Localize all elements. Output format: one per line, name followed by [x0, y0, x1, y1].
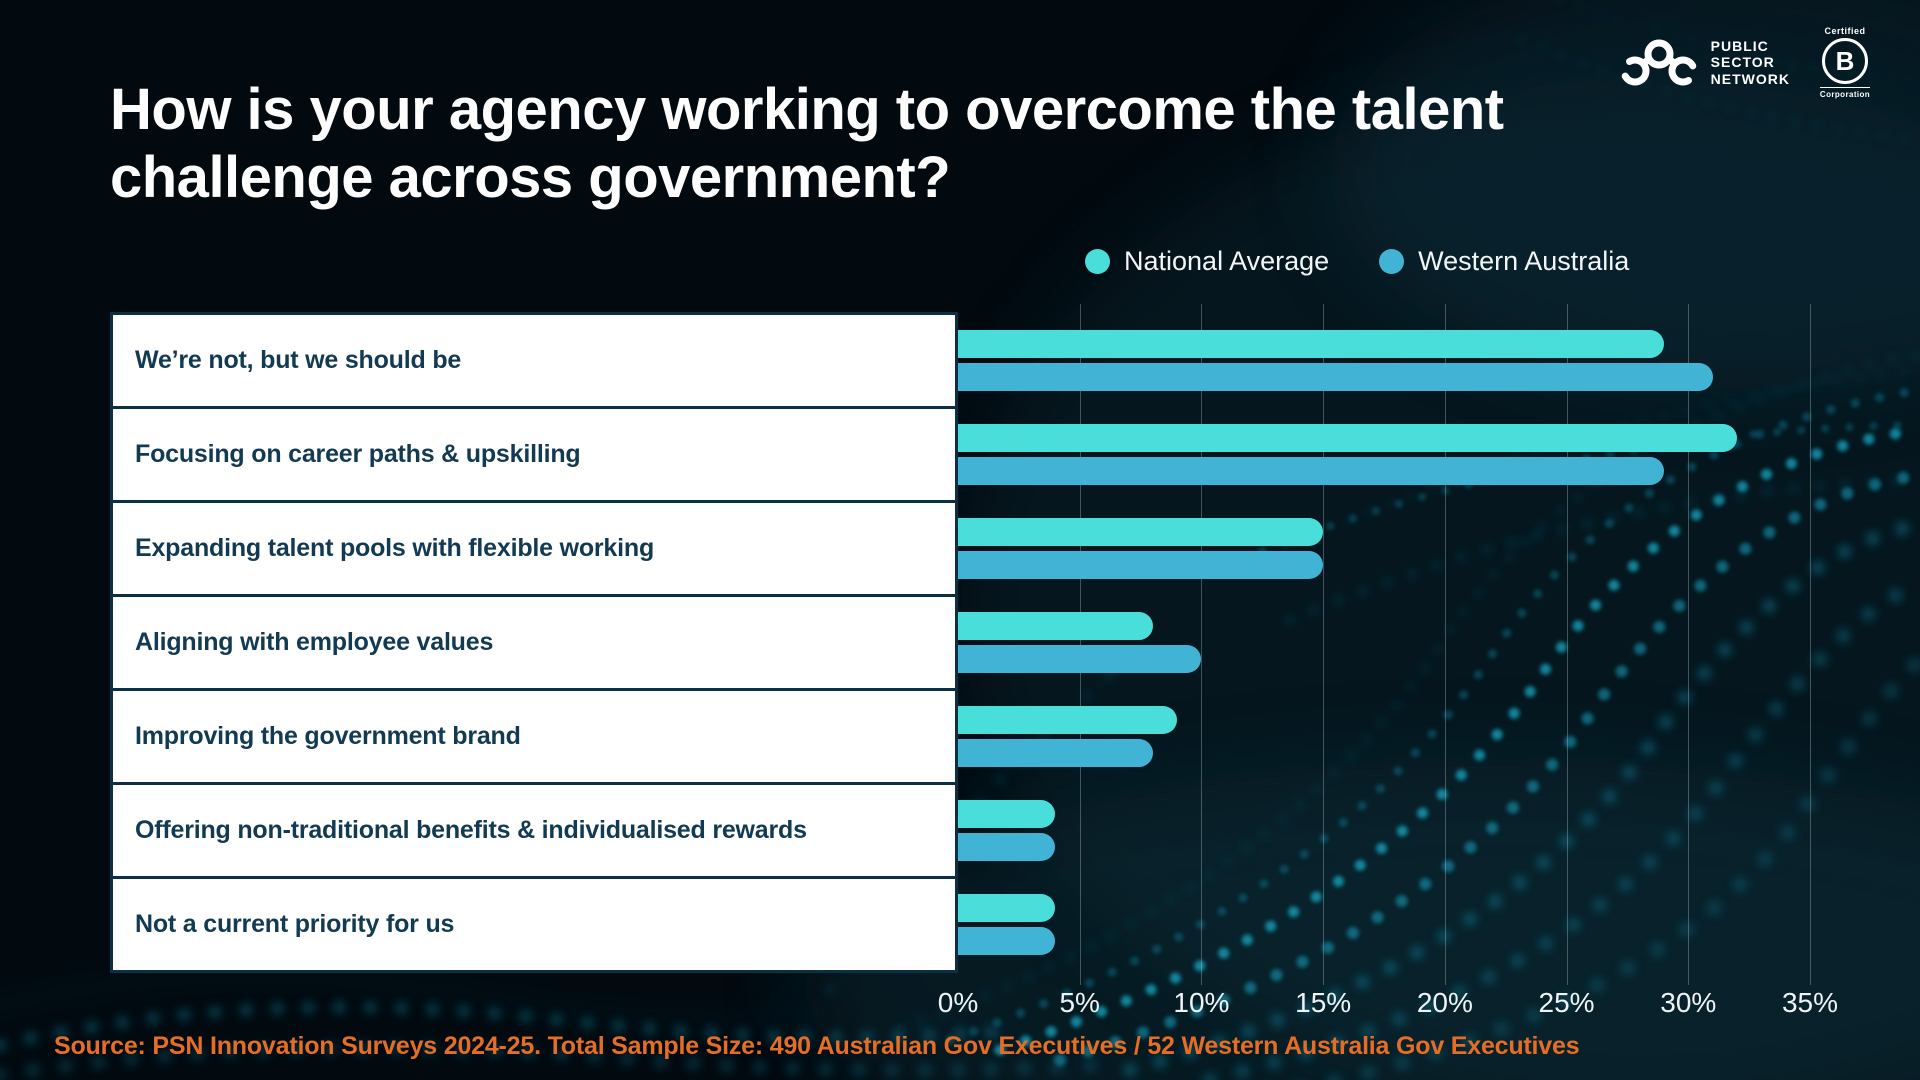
- legend-item-western-australia: Western Australia: [1379, 246, 1629, 277]
- category-row: Not a current priority for us: [113, 879, 955, 970]
- category-label: Expanding talent pools with flexible wor…: [135, 534, 655, 562]
- gridline: [1323, 304, 1325, 985]
- category-label: Aligning with employee values: [135, 628, 494, 656]
- bar-western-australia: [958, 551, 1324, 579]
- legend-item-national-average: National Average: [1085, 246, 1329, 277]
- legend-dot-national-average-icon: [1085, 249, 1110, 274]
- bar-national-average: [958, 518, 1324, 546]
- x-axis-tick: 10%: [1173, 987, 1230, 1018]
- gridline: [1566, 304, 1568, 985]
- bcorp-badge: Certified B Corporation: [1816, 26, 1874, 99]
- x-axis-tick: 25%: [1538, 987, 1595, 1018]
- x-axis-tick: 0%: [937, 987, 979, 1018]
- x-axis-tick: 20%: [1416, 987, 1473, 1018]
- category-row: Offering non-traditional benefits & indi…: [113, 785, 955, 879]
- category-column: We’re not, but we should be Focusing on c…: [110, 312, 958, 973]
- gridline: [1201, 304, 1203, 985]
- x-axis-tick: 15%: [1295, 987, 1352, 1018]
- bcorp-certified-label: Certified: [1824, 26, 1866, 36]
- legend-label-western-australia: Western Australia: [1418, 246, 1630, 276]
- chart-legend: National Average Western Australia: [1085, 246, 1629, 277]
- gridline: [1079, 304, 1081, 985]
- bar-chart: We’re not, but we should be Focusing on c…: [110, 304, 1920, 1032]
- category-row: Expanding talent pools with flexible wor…: [113, 503, 955, 597]
- bar-national-average: [958, 424, 1737, 452]
- bcorp-corporation-label: Corporation: [1819, 87, 1871, 99]
- bcorp-letter: B: [1835, 45, 1855, 76]
- legend-dot-western-australia-icon: [1379, 249, 1405, 274]
- category-label: Improving the government brand: [135, 722, 521, 750]
- category-row: We’re not, but we should be: [113, 315, 955, 409]
- bar-western-australia: [958, 645, 1202, 673]
- psn-chain-icon: [1620, 39, 1698, 85]
- psn-logo-line1: PUBLIC: [1710, 38, 1769, 55]
- x-axis-tick: 35%: [1781, 987, 1839, 1018]
- psn-logo-line3: NETWORK: [1710, 70, 1790, 87]
- bar-national-average: [958, 612, 1153, 640]
- plot-area: 0% 5% 10% 15% 20% 25% 30% 35%: [938, 304, 1920, 1018]
- bar-national-average: [958, 894, 1056, 922]
- gridline: [1444, 304, 1446, 985]
- bar-national-average: [958, 706, 1178, 734]
- category-row: Focusing on career paths & upskilling: [113, 409, 955, 503]
- x-axis-tick: 30%: [1660, 987, 1717, 1018]
- bar-national-average: [958, 330, 1664, 358]
- gridline: [1810, 304, 1811, 985]
- category-label: Focusing on career paths & upskilling: [135, 440, 581, 468]
- bar-western-australia: [958, 927, 1056, 955]
- gridline: [1688, 304, 1690, 985]
- bcorp-b-icon: B: [1822, 38, 1868, 84]
- psn-logo-text: PUBLIC SECTOR NETWORK: [1711, 38, 1790, 86]
- page-title-line1: How is your agency working to overcome t…: [110, 77, 1504, 142]
- bar-western-australia: [958, 457, 1664, 485]
- page-title-line2: challenge across government?: [110, 145, 951, 211]
- bar-western-australia: [958, 833, 1056, 861]
- category-row: Aligning with employee values: [113, 597, 955, 691]
- category-row: Improving the government brand: [113, 691, 955, 785]
- bar-national-average: [958, 800, 1056, 828]
- category-label: We’re not, but we should be: [135, 346, 462, 374]
- legend-label-national-average: National Average: [1124, 246, 1330, 276]
- psn-logo: PUBLIC SECTOR NETWORK: [1619, 35, 1790, 91]
- bar-western-australia: [958, 363, 1713, 391]
- page-title: How is your agency working to overcome t…: [110, 76, 1870, 213]
- bar-western-australia: [958, 739, 1153, 767]
- psn-logo-line2: SECTOR: [1710, 54, 1775, 71]
- source-note: Source: PSN Innovation Surveys 2024-25. …: [54, 1032, 1580, 1060]
- category-label: Offering non-traditional benefits & indi…: [135, 816, 807, 844]
- logo-cluster: PUBLIC SECTOR NETWORK Certified B Corpor…: [1619, 26, 1874, 99]
- x-axis-tick: 5%: [1059, 987, 1100, 1018]
- category-label: Not a current priority for us: [135, 910, 455, 938]
